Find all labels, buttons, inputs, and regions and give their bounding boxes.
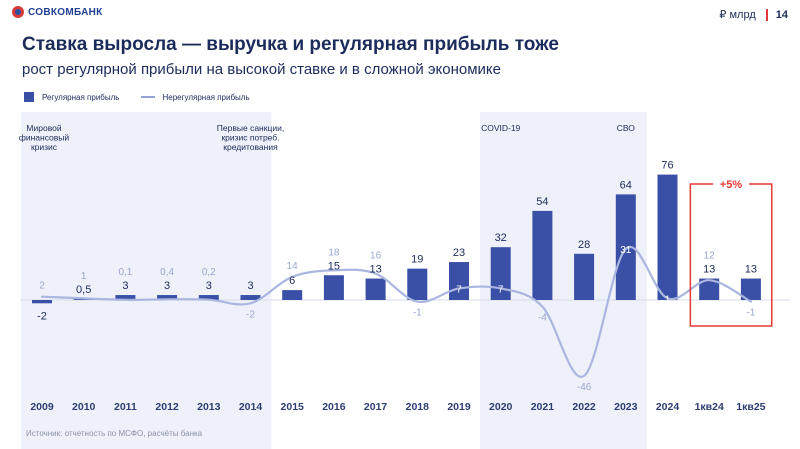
highlight-label-bg	[713, 178, 750, 190]
x-tick-2016: 2016	[322, 401, 346, 413]
bar-2022	[574, 253, 595, 300]
bar-value-2011: 3	[122, 280, 128, 292]
annotation-2023: СВО	[617, 123, 636, 133]
x-tick-1кв25: 1кв25	[736, 401, 765, 413]
line-value-2021: -4	[538, 313, 547, 324]
line-value-2023: 31	[620, 245, 632, 256]
x-tick-2023: 2023	[614, 401, 638, 413]
unit-label: ₽ млрд	[719, 9, 756, 21]
bar-2009	[32, 300, 52, 304]
bar-value-2023: 64	[620, 179, 632, 191]
x-tick-2018: 2018	[406, 401, 430, 413]
bar-value-2024: 76	[661, 160, 673, 172]
bar-2015	[282, 290, 303, 300]
bar-value-1кв25: 13	[745, 264, 757, 276]
x-tick-2011: 2011	[114, 401, 137, 413]
bar-1кв25	[740, 278, 761, 300]
highlight-label: +5%	[720, 179, 743, 191]
page-subtitle: рост регулярной прибыли на высокой ставк…	[22, 61, 501, 78]
line-value-2011: 0,1	[118, 267, 132, 278]
line-value-2019: 7	[456, 284, 462, 295]
bar-2011	[115, 295, 136, 300]
line-value-2016: 18	[328, 247, 340, 258]
annotation-2014: кредитования	[223, 142, 278, 152]
bar-2017	[365, 278, 386, 300]
legend-label-regular: Регулярная прибыль	[42, 92, 120, 102]
page-meta: ₽ млрд 14	[719, 8, 788, 21]
bar-value-2022: 28	[578, 239, 590, 251]
line-value-2010: 1	[81, 271, 87, 282]
line-value-2020: 7	[498, 284, 504, 295]
bar-value-2019: 23	[453, 247, 465, 259]
bar-1кв24	[699, 278, 720, 300]
bar-value-2014: 3	[247, 280, 253, 292]
line-value-2013: 0,2	[202, 267, 216, 278]
bar-2021	[532, 210, 553, 300]
bar-value-2010: 0,5	[76, 284, 91, 296]
chart-legend: Регулярная прибыль Нерегулярная прибыль	[24, 92, 250, 102]
page-number: 14	[775, 8, 788, 21]
bar-value-2009: -2	[37, 310, 47, 322]
x-tick-2017: 2017	[364, 401, 388, 413]
x-tick-2015: 2015	[281, 401, 305, 413]
page-title: Ставка выросла — выручка и регулярная пр…	[22, 34, 559, 55]
x-tick-1кв24: 1кв24	[695, 401, 724, 413]
annotation-2009: Мировой	[26, 123, 61, 133]
legend-label-irregular: Нерегулярная прибыль	[162, 92, 250, 102]
x-tick-2019: 2019	[447, 401, 471, 413]
legend-swatch-regular	[24, 92, 34, 102]
bar-2014	[240, 295, 261, 300]
annotation-2009: кризис	[31, 142, 58, 152]
annotation-2014: кризис потреб.	[221, 133, 279, 143]
line-value-1кв24: 12	[704, 251, 716, 262]
brand-logo: СОВКОМБАНК	[12, 6, 103, 18]
line-value-2018: -1	[413, 308, 422, 319]
line-value-2022: -46	[577, 382, 592, 393]
annotation-2014: Первые санкции,	[217, 123, 284, 133]
line-value-2014: -2	[246, 309, 255, 320]
bar-value-1кв24: 13	[703, 264, 715, 276]
bar-value-2013: 3	[206, 280, 212, 292]
brand-logo-icon	[12, 6, 24, 18]
x-tick-2012: 2012	[155, 401, 179, 413]
x-tick-2022: 2022	[572, 401, 596, 413]
highlight-box	[689, 183, 773, 327]
bar-value-2017: 13	[369, 264, 381, 276]
x-tick-2024: 2024	[656, 401, 680, 413]
bar-2013	[198, 295, 219, 300]
x-tick-2009: 2009	[30, 401, 54, 413]
line-value-2024: 1	[665, 294, 671, 305]
irregular-profit-line	[40, 245, 752, 378]
source-note: Источник: отчетность по МСФО, расчёты ба…	[26, 429, 203, 438]
bar-2018	[407, 268, 428, 300]
line-value-1кв25: -1	[746, 308, 755, 319]
bar-value-2021: 54	[536, 196, 548, 208]
bar-value-2020: 32	[495, 232, 507, 244]
separator	[765, 8, 768, 21]
bar-value-2018: 19	[411, 254, 423, 266]
x-tick-2020: 2020	[489, 401, 513, 413]
shaded-band	[21, 112, 272, 449]
bar-value-2012: 3	[164, 280, 170, 292]
brand-name: СОВКОМБАНК	[28, 6, 103, 18]
line-value-2012: 0,4	[160, 267, 174, 278]
annotation-2009: финансовый	[19, 133, 70, 143]
x-tick-2014: 2014	[239, 401, 263, 413]
bar-2023	[615, 194, 636, 300]
bar-2024	[657, 174, 678, 300]
line-value-2017: 16	[370, 251, 382, 262]
annotation-2020: COVID-19	[481, 123, 520, 133]
legend-swatch-irregular	[141, 96, 156, 98]
bar-2012	[157, 295, 178, 300]
line-value-2009: 2	[39, 281, 45, 292]
x-tick-2010: 2010	[72, 401, 96, 413]
bar-2016	[323, 275, 344, 300]
line-value-2015: 14	[287, 261, 299, 272]
x-tick-2021: 2021	[531, 401, 555, 413]
bar-value-2015: 6	[289, 275, 295, 287]
bar-value-2016: 15	[328, 260, 340, 272]
x-tick-2013: 2013	[197, 401, 221, 413]
